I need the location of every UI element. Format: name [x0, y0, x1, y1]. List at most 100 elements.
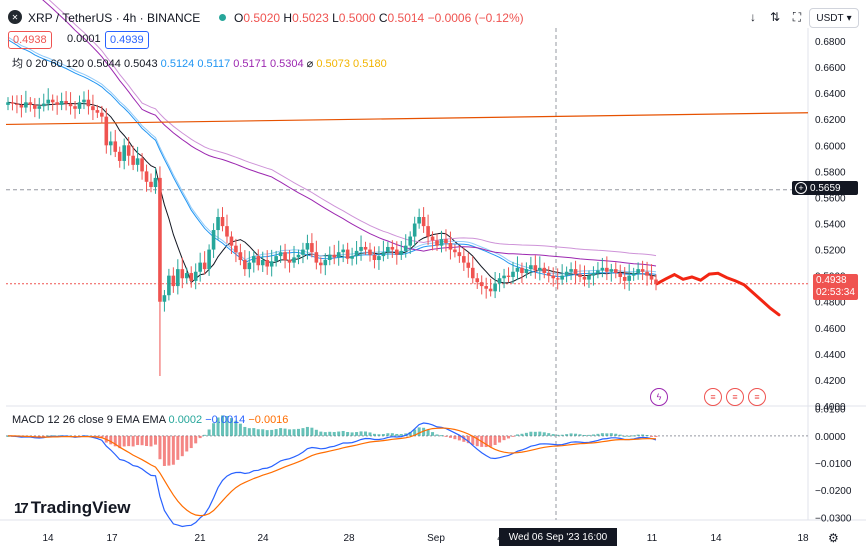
candle-body [149, 181, 153, 188]
candle-body [596, 270, 600, 274]
currency-select[interactable]: USDT ▾ [809, 8, 859, 28]
candle-body [600, 267, 605, 271]
candle-body [122, 145, 126, 161]
lightning-event-icon[interactable]: ϟ [650, 388, 668, 406]
candle-body [466, 262, 471, 268]
ma120-line [42, 0, 657, 267]
candle-body [131, 155, 135, 165]
candle-body [28, 102, 33, 105]
candle-body [435, 240, 439, 246]
symbol-title[interactable]: XRP / TetherUS · 4h · BINANCE [28, 11, 201, 25]
macd-histogram-bar [229, 418, 233, 436]
candle-body [68, 103, 73, 107]
macd-histogram-bar [279, 428, 283, 436]
candle-body [654, 279, 658, 284]
fullscreen-icon[interactable]: ⛶ [792, 9, 802, 24]
ma-indicator-legend[interactable]: 均 0 20 60 120 0.5044 0.5043 0.5124 0.511… [12, 55, 387, 71]
macd-histogram-bar [645, 435, 649, 437]
candle-body [171, 275, 176, 287]
macd-histogram-bar [288, 429, 292, 436]
candle-body [220, 217, 225, 227]
tradingview-logo[interactable]: 17 TradingView [14, 498, 131, 518]
bar-countdown: 02:53:34 [816, 287, 855, 298]
macd-tick-label: −0.0200 [815, 486, 852, 497]
time-axis: 1417212428Sep4111418 [42, 533, 809, 544]
candle-body [310, 243, 314, 253]
ma-value: 0.5073 [313, 58, 350, 70]
macd-histogram-bar [533, 431, 537, 436]
macd-histogram-bar [475, 435, 479, 447]
candle-body [591, 273, 596, 276]
candle-body [269, 261, 274, 267]
candle-body [631, 273, 636, 276]
candle-body [144, 171, 149, 182]
price-tick-label: 0.6800 [815, 37, 846, 48]
trend-line [5, 112, 809, 126]
candle-body [511, 271, 515, 277]
candle-body [582, 276, 587, 280]
macd-histogram-bar [381, 434, 385, 436]
candle-body [538, 267, 542, 271]
us-flag-event-icon[interactable]: ≡ [704, 388, 722, 406]
candle-body [108, 141, 113, 146]
candle-body [77, 102, 82, 109]
candle-body [82, 99, 86, 103]
ma-indicator-label: 均 0 20 60 120 [12, 58, 85, 70]
candle-body [33, 104, 37, 109]
macd-histogram-bar [140, 435, 144, 446]
plus-circle-icon[interactable]: + [795, 182, 807, 194]
price-tick-label: 0.4200 [815, 376, 846, 387]
candle-body [506, 275, 511, 277]
candle-body [225, 226, 229, 237]
price-tick-label: 0.6200 [815, 115, 846, 126]
time-tick-label: 14 [710, 533, 722, 544]
macd-histogram-bar [390, 433, 394, 436]
candle-body [421, 217, 426, 227]
candle-body [524, 269, 529, 274]
candle-body [100, 112, 104, 117]
candle-body [408, 236, 413, 246]
candle-body [627, 275, 631, 281]
macd-histogram-bar [417, 427, 421, 436]
macd-histogram-bar [498, 435, 502, 443]
candle-body [189, 273, 194, 281]
settings-gear-icon[interactable]: ⚙ [828, 531, 839, 545]
macd-histogram-bar [654, 435, 658, 437]
macd-histogram-bar [310, 427, 314, 436]
arrows-up-down-icon[interactable]: ⇅ [769, 10, 781, 24]
buy-price-box[interactable]: 0.4939 [105, 31, 149, 49]
tradingview-mark-icon: 17 [14, 499, 29, 517]
price-tick-label: 0.5200 [815, 246, 846, 257]
time-tick-label: 17 [106, 533, 118, 544]
us-flag-event-icon[interactable]: ≡ [726, 388, 744, 406]
macd-histogram-bar [283, 428, 287, 436]
last-price-value: 0.4938 [816, 275, 847, 286]
arrow-down-icon[interactable]: ↓ [750, 10, 756, 24]
macd-legend[interactable]: MACD 12 26 close 9 EMA EMA 0.0002 −0.001… [12, 414, 288, 426]
moving-averages [5, 0, 809, 317]
candle-body [301, 249, 305, 255]
candle-body [6, 102, 10, 105]
candle-body [569, 269, 573, 272]
candle-body [457, 252, 462, 257]
candle-body [649, 275, 654, 280]
candle-body [529, 265, 533, 270]
macd-histogram-bar [609, 433, 613, 436]
candle-body [260, 260, 265, 266]
crosshair-price-tag: + 0.5659 [792, 181, 858, 195]
ma-value: 0.5044 [87, 58, 121, 70]
sell-price-box[interactable]: 0.4938 [8, 31, 52, 49]
candle-body [15, 103, 19, 105]
macd-histogram-bar [261, 429, 265, 436]
candle-body [533, 265, 538, 271]
candle-body [251, 256, 256, 263]
macd-histogram-bar [162, 435, 166, 466]
candle-body [430, 236, 435, 241]
candle-body [211, 230, 216, 250]
macd-histogram-bar [377, 434, 381, 436]
candle-body [216, 217, 220, 231]
us-flag-event-icon[interactable]: ≡ [748, 388, 766, 406]
macd-histogram-bar [511, 435, 515, 437]
candle-body [546, 273, 551, 276]
